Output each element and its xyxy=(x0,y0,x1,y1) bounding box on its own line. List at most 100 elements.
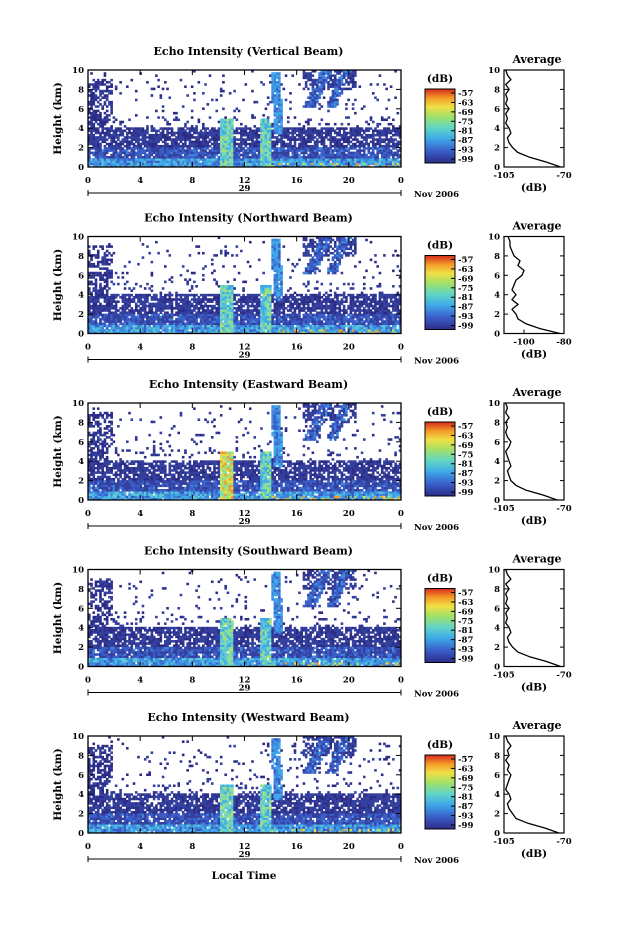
heatmap-cell xyxy=(358,142,362,146)
heatmap-cell xyxy=(392,125,395,128)
heatmap-cell xyxy=(324,307,328,310)
heatmap-cell xyxy=(362,131,366,135)
heatmap-cell xyxy=(266,158,270,161)
heatmap-cell xyxy=(354,74,357,77)
heatmap-cell xyxy=(304,307,308,310)
heatmap-cell xyxy=(318,129,321,133)
heatmap-cell xyxy=(298,149,301,152)
heatmap-cell xyxy=(380,329,384,332)
heatmap-cell xyxy=(217,307,221,310)
heatmap-cell xyxy=(139,313,143,317)
date-day-label: 29 xyxy=(239,184,251,194)
heatmap-cell xyxy=(282,300,286,303)
heatmap-cell xyxy=(168,155,172,159)
heatmap-cell xyxy=(186,138,189,141)
heatmap-cell xyxy=(168,158,172,161)
heatmap-cell xyxy=(224,129,227,133)
heatmap-cell xyxy=(318,320,321,323)
heatmap-cell xyxy=(110,127,113,130)
heatmap-cell xyxy=(338,311,341,314)
heatmap-cell xyxy=(362,298,366,301)
heatmap-cell xyxy=(164,118,167,122)
heatmap-cell xyxy=(188,324,192,328)
heatmap-cell xyxy=(108,300,111,303)
heatmap-cell xyxy=(354,98,357,102)
heatmap-cell xyxy=(188,151,192,155)
heatmap-cell xyxy=(213,131,216,135)
heatmap-cell xyxy=(219,160,223,163)
heatmap-cell xyxy=(166,133,169,137)
heatmap-cell xyxy=(217,160,221,163)
heatmap-cell xyxy=(213,162,216,166)
heatmap-cell xyxy=(347,158,350,161)
heatmap-cell xyxy=(114,329,118,332)
heatmap-cell xyxy=(168,144,172,148)
heatmap-cell xyxy=(231,155,234,159)
heatmap-cell xyxy=(331,326,335,330)
heatmap-cell xyxy=(208,129,212,133)
heatmap-cell xyxy=(130,142,134,146)
heatmap-cell xyxy=(168,302,172,306)
heatmap-cell xyxy=(271,78,274,82)
heatmap-cell xyxy=(356,322,359,326)
heatmap-cell xyxy=(275,92,279,95)
heatmap-cell xyxy=(291,311,295,314)
heatmap-cell xyxy=(190,136,194,139)
heatmap-cell xyxy=(275,85,279,88)
heatmap-cell xyxy=(331,136,335,139)
heatmap-cell xyxy=(338,92,341,95)
heatmap-cell xyxy=(108,103,111,106)
heatmap-cell xyxy=(101,92,104,95)
heatmap-cell xyxy=(365,313,368,317)
heatmap-cell xyxy=(260,302,263,306)
heatmap-cell xyxy=(202,138,205,141)
heatmap-cell xyxy=(264,320,268,323)
heatmap-cell xyxy=(383,153,386,157)
heatmap-cell xyxy=(385,315,388,319)
heatmap-cell xyxy=(380,155,384,159)
heatmap-cell xyxy=(175,142,178,146)
heatmap-cell xyxy=(186,318,189,321)
heatmap-cell xyxy=(195,329,198,332)
heatmap-cell xyxy=(371,318,375,321)
heatmap-cell xyxy=(266,125,270,128)
heatmap-cell xyxy=(311,136,315,139)
heatmap-cell xyxy=(318,313,321,317)
heatmap-cell xyxy=(92,300,96,303)
heatmap-cell xyxy=(242,311,245,314)
heatmap-cell xyxy=(327,329,330,332)
heatmap-cell xyxy=(90,329,93,332)
heatmap-cell xyxy=(349,318,353,321)
heatmap-cell xyxy=(228,300,232,303)
heatmap-cell xyxy=(286,133,290,137)
heatmap-cell xyxy=(318,94,321,97)
heatmap-cell xyxy=(119,133,122,137)
heatmap-cell xyxy=(351,320,355,323)
heatmap-cell xyxy=(123,151,127,155)
heatmap-cell xyxy=(320,307,324,310)
heatmap-cell xyxy=(155,142,158,146)
heatmap-cell xyxy=(240,164,243,168)
heatmap-cell xyxy=(168,322,172,326)
heatmap-cell xyxy=(177,307,181,310)
heatmap-cell xyxy=(105,87,109,91)
heatmap-cell xyxy=(172,329,176,332)
heatmap-cell xyxy=(273,109,277,113)
heatmap-cell xyxy=(188,129,192,133)
heatmap-cell xyxy=(123,322,127,326)
heatmap-cell xyxy=(139,158,143,161)
heatmap-cell xyxy=(222,307,225,310)
heatmap-cell xyxy=(257,302,261,306)
heatmap-cell xyxy=(338,127,341,130)
heatmap-cell xyxy=(117,153,120,157)
heatmap-cell xyxy=(172,133,176,137)
heatmap-cell xyxy=(244,149,248,152)
heatmap-cell xyxy=(387,326,391,330)
heatmap-cell xyxy=(237,309,241,312)
heatmap-cell xyxy=(217,326,221,330)
heatmap-cell xyxy=(392,304,395,308)
heatmap-cell xyxy=(398,324,402,328)
heatmap-cell xyxy=(396,131,400,135)
heatmap-cell xyxy=(215,307,219,310)
heatmap-cell xyxy=(311,100,315,104)
